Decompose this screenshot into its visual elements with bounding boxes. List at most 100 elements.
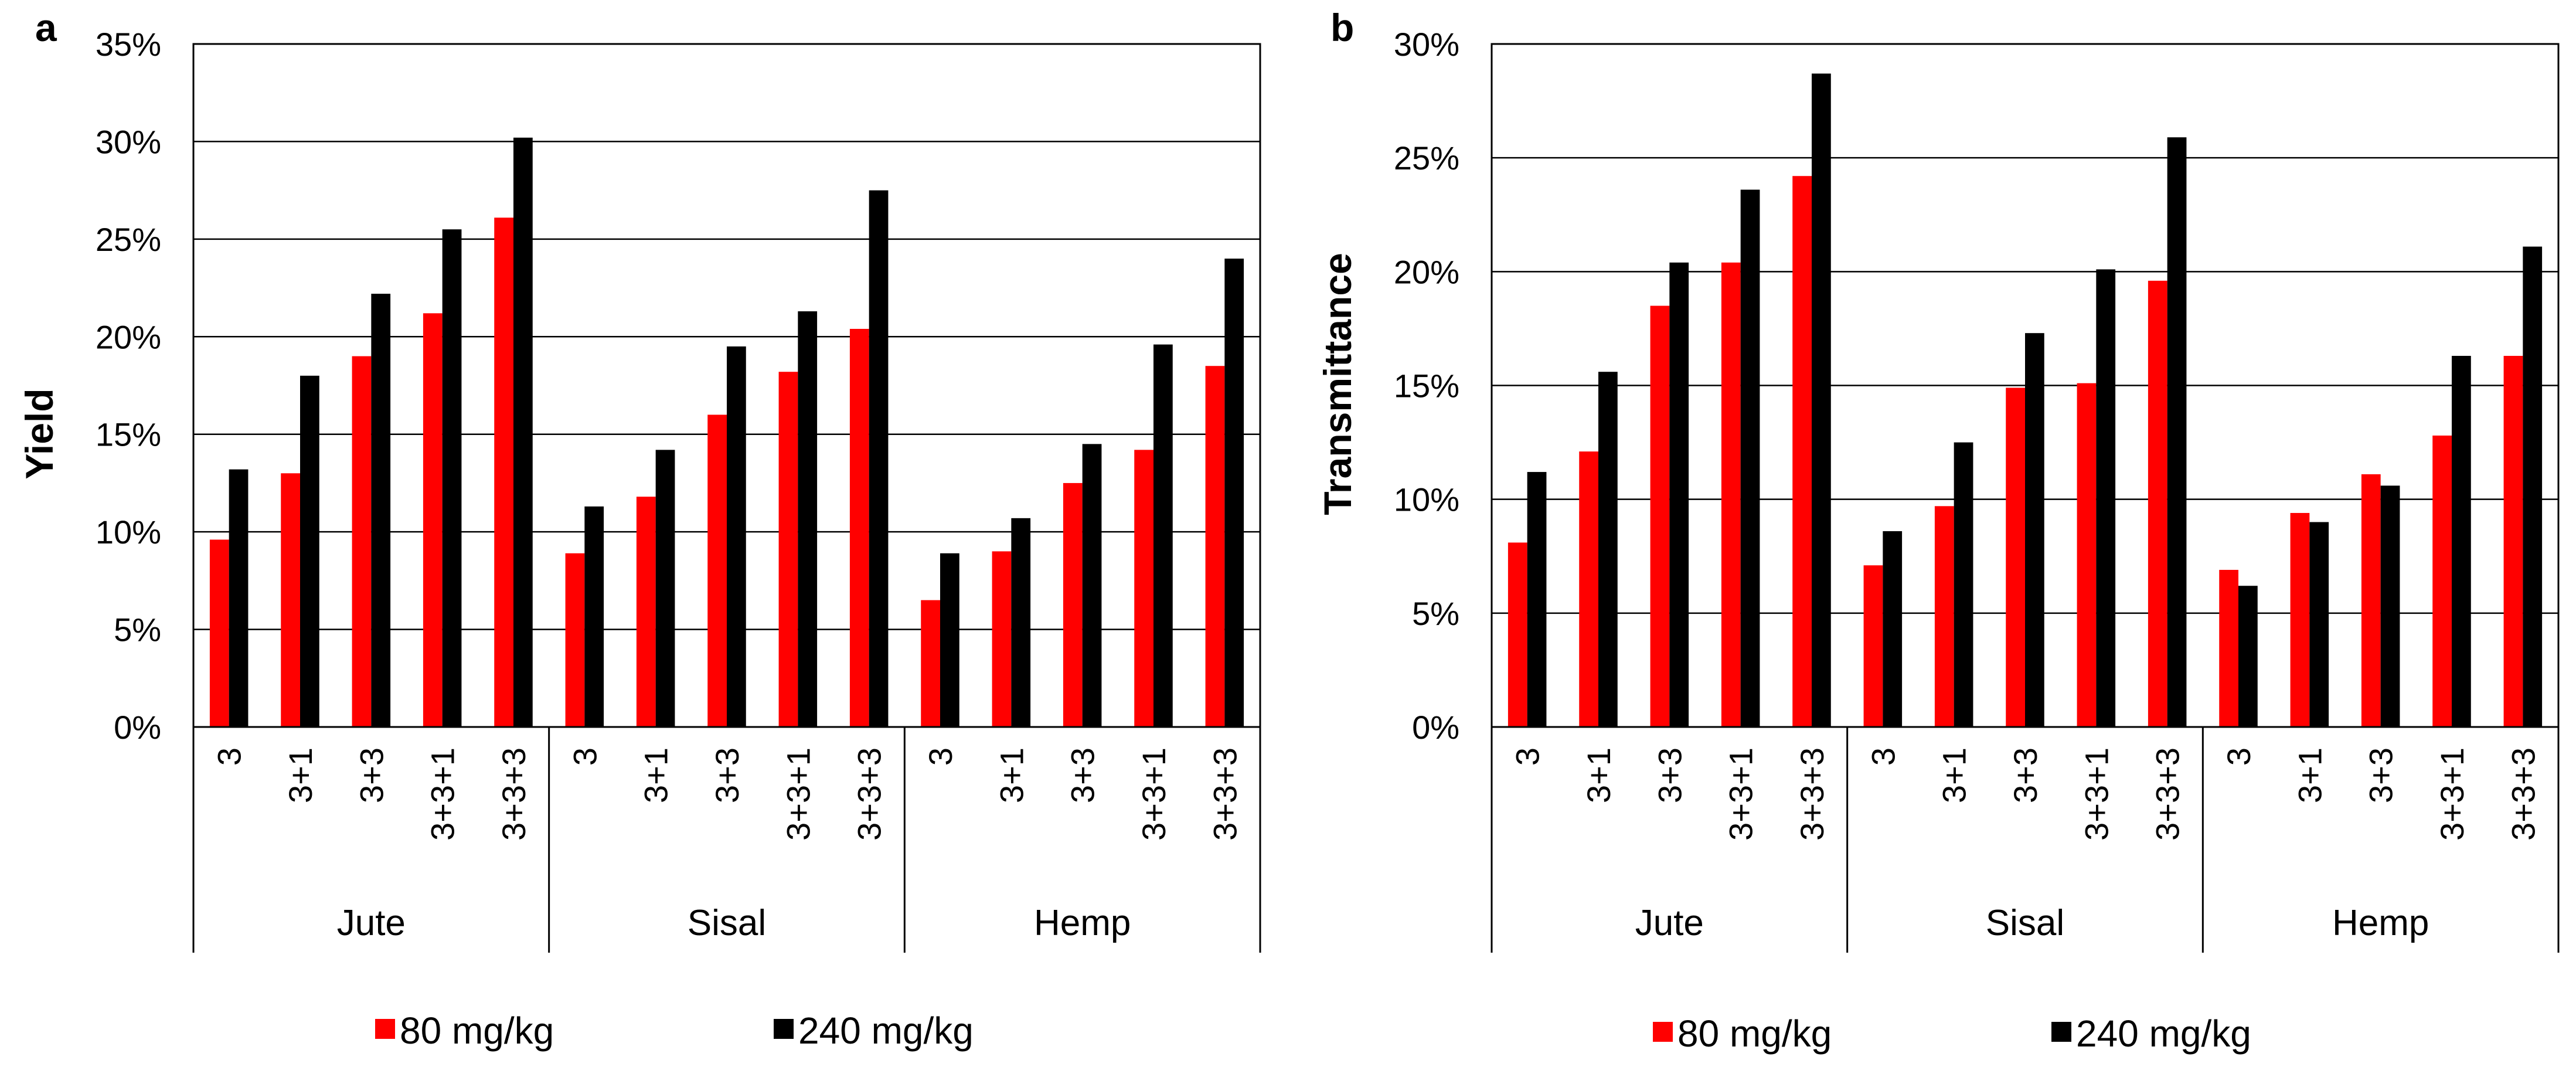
category-label: 3+3+3 (2149, 747, 2186, 841)
legend-label: 80 mg/kg (1677, 1012, 1832, 1055)
bar-80-sisal-0 (565, 553, 585, 727)
bar-80-hemp-0 (921, 600, 940, 727)
y-tick-label: 20% (1394, 253, 1459, 290)
y-tick-label: 5% (114, 611, 161, 648)
category-label: 3+3+1 (2434, 747, 2470, 841)
bar-80-sisal-2 (707, 414, 727, 727)
bar-80-hemp-1 (992, 551, 1012, 727)
category-label: 3+1 (1580, 747, 1617, 803)
y-axis-label: Transmittance (1316, 253, 1359, 515)
bar-240-jute-2 (1669, 262, 1689, 727)
category-label: 3 (922, 747, 959, 766)
category-label: 3 (1509, 747, 1546, 766)
category-label: 3+3 (1064, 747, 1101, 803)
bar-80-jute-2 (352, 356, 372, 727)
bar-240-sisal-3 (2096, 269, 2116, 727)
legend-swatch (375, 1019, 395, 1039)
bar-240-sisal-4 (869, 190, 889, 728)
category-label: 3+1 (282, 747, 319, 803)
category-label: 3+3 (2363, 747, 2400, 803)
category-label: 3+1 (1936, 747, 1973, 803)
bar-80-sisal-3 (778, 372, 798, 727)
bar-240-hemp-2 (1082, 444, 1102, 727)
bar-80-hemp-4 (2503, 356, 2523, 727)
bar-80-hemp-3 (2432, 435, 2452, 727)
bar-80-jute-1 (1579, 451, 1598, 727)
bar-240-jute-3 (1740, 189, 1760, 727)
y-tick-label: 10% (96, 514, 161, 551)
y-tick-label: 5% (1412, 595, 1459, 632)
legend-label: 240 mg/kg (2076, 1012, 2251, 1055)
bar-240-jute-1 (1598, 372, 1618, 727)
y-tick-label: 10% (1394, 481, 1459, 518)
group-label: Sisal (1986, 903, 2064, 943)
category-label: 3+1 (638, 747, 675, 803)
bar-240-sisal-2 (2025, 333, 2044, 727)
panel-label: a (35, 6, 57, 49)
bar-240-jute-4 (1812, 73, 1831, 728)
bar-80-hemp-0 (2219, 570, 2238, 727)
bar-240-sisal-0 (1883, 531, 1903, 727)
group-label: Sisal (688, 903, 766, 943)
bar-80-jute-4 (1792, 176, 1812, 727)
chart-panel-a: 0% 5% 10% 15% 20% 25% 30% 35% 3 3+1 3+3 3+3+1 3+3+3 J… (18, 6, 1261, 1052)
category-label: 3 (1864, 747, 1901, 766)
bar-240-sisal-0 (584, 506, 604, 727)
bar-240-hemp-2 (2380, 485, 2400, 727)
bar-240-jute-4 (513, 137, 533, 727)
category-label: 3+3+3 (2504, 747, 2541, 841)
bar-240-jute-2 (371, 294, 391, 727)
category-label: 3+3+3 (851, 747, 888, 841)
y-tick-label: 25% (96, 221, 161, 258)
category-label: 3+1 (993, 747, 1030, 803)
legend-label: 240 mg/kg (798, 1010, 974, 1052)
bar-240-hemp-4 (1224, 259, 1244, 728)
category-label: 3+3 (709, 747, 746, 803)
category-label: 3+3+1 (1723, 747, 1760, 841)
category-label: 3+3+3 (1206, 747, 1243, 841)
category-label: 3+3+1 (1135, 747, 1172, 841)
bar-80-hemp-3 (1134, 450, 1153, 727)
bar-80-jute-3 (1721, 262, 1741, 727)
category-label: 3+3+1 (2078, 747, 2115, 841)
y-tick-label: 30% (1394, 26, 1459, 63)
bar-240-sisal-2 (727, 346, 746, 727)
bar-240-jute-0 (1527, 472, 1547, 727)
category-label: 3+3+1 (424, 747, 461, 841)
bar-240-sisal-3 (798, 311, 818, 727)
bar-240-jute-3 (442, 229, 462, 727)
group-label: Hemp (2332, 903, 2429, 943)
bar-240-hemp-0 (940, 553, 959, 727)
bar-240-jute-1 (300, 375, 319, 727)
bar-240-hemp-1 (1011, 518, 1031, 727)
y-tick-label: 20% (96, 318, 161, 355)
bar-80-jute-4 (494, 218, 513, 727)
y-axis-label: Yield (18, 388, 61, 479)
bar-240-sisal-1 (1954, 442, 1973, 727)
category-label: 3+3+3 (495, 747, 532, 841)
bar-80-sisal-1 (1934, 506, 1954, 727)
panel-label: b (1330, 6, 1354, 49)
legend-label: 80 mg/kg (400, 1010, 554, 1052)
bar-240-hemp-0 (2238, 586, 2258, 727)
group-label: Hemp (1034, 903, 1131, 943)
legend-swatch (774, 1019, 794, 1039)
category-label: 3+3 (2007, 747, 2044, 803)
legend-swatch (2051, 1022, 2071, 1042)
bar-80-sisal-0 (1863, 565, 1883, 727)
category-label: 3 (566, 747, 603, 766)
bar-240-sisal-4 (2167, 137, 2187, 727)
y-tick-label: 30% (96, 123, 161, 160)
category-label: 3+1 (2291, 747, 2328, 803)
bar-240-hemp-3 (1153, 344, 1173, 727)
plot-frame (192, 43, 1261, 728)
bar-80-hemp-4 (1205, 366, 1225, 727)
y-tick-label: 0% (114, 709, 161, 746)
bar-80-jute-2 (1650, 305, 1670, 727)
y-tick-label: 15% (1394, 368, 1459, 405)
bar-80-sisal-4 (849, 328, 869, 727)
bar-240-hemp-4 (2523, 246, 2543, 727)
bar-80-sisal-2 (2006, 388, 2025, 727)
category-label: 3+3+3 (1794, 747, 1830, 841)
